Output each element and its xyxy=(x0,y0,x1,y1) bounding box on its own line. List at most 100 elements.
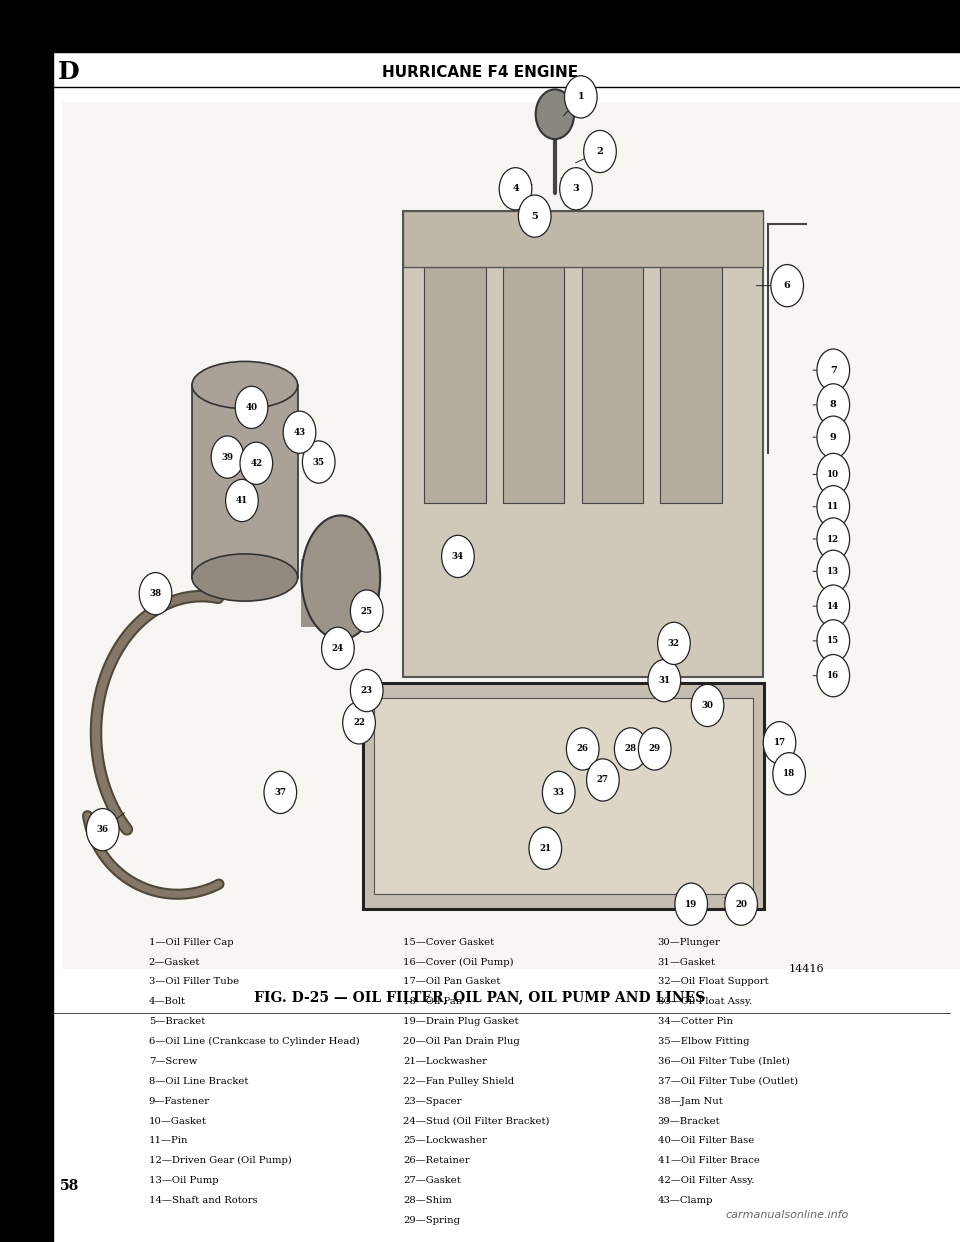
Circle shape xyxy=(771,265,804,307)
Text: 14: 14 xyxy=(828,601,839,611)
Ellipse shape xyxy=(301,515,380,640)
Text: 7: 7 xyxy=(829,365,837,375)
Bar xyxy=(660,267,722,503)
Text: 18: 18 xyxy=(783,769,795,779)
Text: 37—Oil Filter Tube (Outlet): 37—Oil Filter Tube (Outlet) xyxy=(658,1077,798,1086)
Circle shape xyxy=(322,627,354,669)
Text: 5—Bracket: 5—Bracket xyxy=(149,1017,205,1026)
Text: 21: 21 xyxy=(540,843,551,853)
Text: 13: 13 xyxy=(828,566,839,576)
Text: 28—Shim: 28—Shim xyxy=(403,1196,452,1205)
Circle shape xyxy=(343,702,375,744)
Circle shape xyxy=(566,728,599,770)
Text: 21—Lockwasher: 21—Lockwasher xyxy=(403,1057,487,1066)
Text: 43: 43 xyxy=(294,427,305,437)
Text: 3—Oil Filler Tube: 3—Oil Filler Tube xyxy=(149,977,239,986)
Bar xyxy=(582,267,643,503)
Circle shape xyxy=(817,550,850,592)
Circle shape xyxy=(763,722,796,764)
Circle shape xyxy=(226,479,258,522)
Text: 22—Fan Pulley Shield: 22—Fan Pulley Shield xyxy=(403,1077,515,1086)
Circle shape xyxy=(350,590,383,632)
Circle shape xyxy=(725,883,757,925)
Text: 36—Oil Filter Tube (Inlet): 36—Oil Filter Tube (Inlet) xyxy=(658,1057,789,1066)
Bar xyxy=(62,102,960,969)
Circle shape xyxy=(638,728,671,770)
Text: 25: 25 xyxy=(361,606,372,616)
Text: 25—Lockwasher: 25—Lockwasher xyxy=(403,1136,487,1145)
Circle shape xyxy=(564,76,597,118)
Text: 18—Oil Pan: 18—Oil Pan xyxy=(403,997,463,1006)
Text: 9: 9 xyxy=(829,432,837,442)
Text: 41—Oil Filter Brace: 41—Oil Filter Brace xyxy=(658,1156,759,1165)
Text: 1: 1 xyxy=(578,92,584,102)
Bar xyxy=(403,211,763,267)
Circle shape xyxy=(658,622,690,664)
Text: 33—Oil Float Assy.: 33—Oil Float Assy. xyxy=(658,997,752,1006)
Text: 19: 19 xyxy=(685,899,697,909)
Circle shape xyxy=(614,728,647,770)
Bar xyxy=(0,52,53,1242)
Text: 36: 36 xyxy=(97,825,108,835)
Text: 2—Gasket: 2—Gasket xyxy=(149,958,201,966)
Text: 12—Driven Gear (Oil Pump): 12—Driven Gear (Oil Pump) xyxy=(149,1156,292,1165)
Text: 38—Jam Nut: 38—Jam Nut xyxy=(658,1097,722,1105)
Text: 23: 23 xyxy=(361,686,372,696)
Bar xyxy=(403,211,763,677)
Circle shape xyxy=(235,386,268,428)
Text: 11—Pin: 11—Pin xyxy=(149,1136,188,1145)
Circle shape xyxy=(302,441,335,483)
Text: 7—Screw: 7—Screw xyxy=(149,1057,197,1066)
Text: 40—Oil Filter Base: 40—Oil Filter Base xyxy=(658,1136,754,1145)
Circle shape xyxy=(648,660,681,702)
Text: 15—Cover Gasket: 15—Cover Gasket xyxy=(403,938,494,946)
Text: 1—Oil Filler Cap: 1—Oil Filler Cap xyxy=(149,938,233,946)
Text: 33: 33 xyxy=(553,787,564,797)
Text: 27: 27 xyxy=(597,775,609,785)
Text: 3: 3 xyxy=(572,184,580,194)
Circle shape xyxy=(86,809,119,851)
Text: 42: 42 xyxy=(251,458,262,468)
Text: carmanualsonline.info: carmanualsonline.info xyxy=(726,1210,849,1220)
Bar xyxy=(363,683,764,909)
Circle shape xyxy=(584,130,616,173)
Text: 43—Clamp: 43—Clamp xyxy=(658,1196,713,1205)
Circle shape xyxy=(442,535,474,578)
Text: 8: 8 xyxy=(829,400,837,410)
Circle shape xyxy=(817,655,850,697)
Circle shape xyxy=(542,771,575,814)
Ellipse shape xyxy=(192,361,298,409)
Circle shape xyxy=(773,753,805,795)
Text: 29—Spring: 29—Spring xyxy=(403,1216,460,1225)
Text: 2: 2 xyxy=(596,147,604,156)
Circle shape xyxy=(283,411,316,453)
Circle shape xyxy=(536,89,574,139)
Bar xyxy=(0,0,960,52)
Text: 4—Bolt: 4—Bolt xyxy=(149,997,186,1006)
Circle shape xyxy=(560,168,592,210)
Text: 37: 37 xyxy=(275,787,286,797)
Text: 26—Retainer: 26—Retainer xyxy=(403,1156,470,1165)
Text: 27—Gasket: 27—Gasket xyxy=(403,1176,461,1185)
Circle shape xyxy=(211,436,244,478)
Text: HURRICANE F4 ENGINE: HURRICANE F4 ENGINE xyxy=(382,65,578,79)
Bar xyxy=(424,267,486,503)
Text: 41: 41 xyxy=(236,496,248,505)
Text: 20—Oil Pan Drain Plug: 20—Oil Pan Drain Plug xyxy=(403,1037,520,1046)
Text: 28: 28 xyxy=(625,744,636,754)
Circle shape xyxy=(350,669,383,712)
Text: 19—Drain Plug Gasket: 19—Drain Plug Gasket xyxy=(403,1017,518,1026)
Circle shape xyxy=(675,883,708,925)
Circle shape xyxy=(587,759,619,801)
Circle shape xyxy=(817,585,850,627)
Bar xyxy=(374,698,753,894)
Circle shape xyxy=(518,195,551,237)
Text: 4: 4 xyxy=(512,184,519,194)
Text: 6: 6 xyxy=(783,281,791,291)
Circle shape xyxy=(817,486,850,528)
Circle shape xyxy=(264,771,297,814)
Bar xyxy=(503,267,564,503)
Circle shape xyxy=(817,518,850,560)
Ellipse shape xyxy=(192,554,298,601)
Text: FIG. D-25 — OIL FILTER, OIL PAN, OIL PUMP AND LINES: FIG. D-25 — OIL FILTER, OIL PAN, OIL PUM… xyxy=(254,990,706,1005)
